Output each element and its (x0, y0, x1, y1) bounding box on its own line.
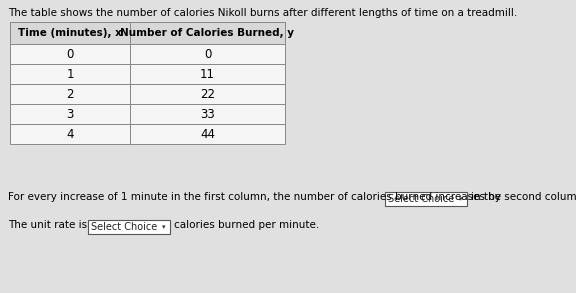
Text: Number of Calories Burned, y: Number of Calories Burned, y (120, 28, 294, 38)
Text: 0: 0 (66, 47, 74, 60)
Bar (10, 124, 130, 144)
Bar (10, 44, 130, 64)
Text: The unit rate is: The unit rate is (8, 220, 87, 230)
Text: 2: 2 (66, 88, 74, 100)
Text: The table shows the number of calories Nikoll burns after different lengths of t: The table shows the number of calories N… (8, 8, 517, 18)
Text: in the second column.: in the second column. (471, 192, 576, 202)
Text: Time (minutes), x: Time (minutes), x (18, 28, 122, 38)
Text: 44: 44 (200, 127, 215, 141)
Text: 4: 4 (66, 127, 74, 141)
Bar (10, 22, 130, 44)
Text: Select Choice: Select Choice (388, 194, 454, 204)
Bar (130, 124, 285, 144)
Text: Select Choice: Select Choice (91, 222, 157, 232)
Text: 33: 33 (200, 108, 215, 120)
Bar (10, 84, 130, 104)
Bar (130, 44, 285, 64)
Text: calories burned per minute.: calories burned per minute. (174, 220, 319, 230)
Bar (130, 84, 285, 104)
Bar (88, 220, 170, 234)
Bar (130, 22, 285, 44)
Text: 22: 22 (200, 88, 215, 100)
Text: 3: 3 (66, 108, 74, 120)
Text: 0: 0 (204, 47, 211, 60)
Bar (10, 104, 130, 124)
Text: 11: 11 (200, 67, 215, 81)
Bar (10, 64, 130, 84)
Bar (130, 104, 285, 124)
Text: ▾: ▾ (459, 196, 463, 202)
Text: ▾: ▾ (162, 224, 166, 230)
Text: For every increase of 1 minute in the first column, the number of calories burne: For every increase of 1 minute in the fi… (8, 192, 501, 202)
Bar (385, 192, 467, 206)
Bar (130, 64, 285, 84)
Text: 1: 1 (66, 67, 74, 81)
